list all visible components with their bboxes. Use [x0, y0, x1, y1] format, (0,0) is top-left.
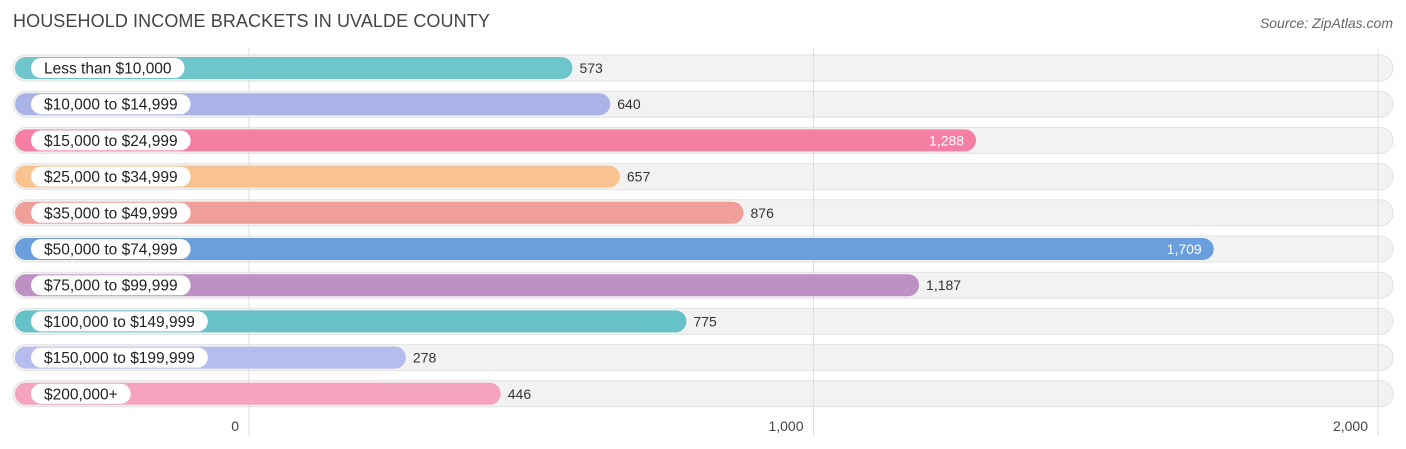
bar-dot — [16, 385, 32, 402]
rows-layer: Less than $10,000 573 $10,000 to $14,999 64… — [15, 57, 1214, 405]
source-label: Source: ZipAtlas.com — [1259, 15, 1393, 31]
value-label: 775 — [693, 313, 717, 329]
value-label: 573 — [579, 60, 603, 76]
value-label: 1,288 — [929, 132, 964, 148]
bar-dot — [16, 132, 32, 149]
category-label: $200,000+ — [44, 386, 118, 403]
category-label: $50,000 to $74,999 — [44, 242, 178, 259]
category-pill — [31, 94, 191, 115]
value-label: 640 — [617, 96, 641, 112]
value-label: 1,187 — [926, 277, 961, 293]
category-pill — [31, 311, 208, 332]
tick-label: 0 — [231, 418, 239, 434]
category-label: $25,000 to $34,999 — [44, 169, 178, 186]
bar — [15, 201, 744, 224]
bar-dot — [16, 313, 32, 330]
category-pill — [31, 383, 131, 404]
bar-dot — [16, 349, 32, 366]
category-pill — [31, 166, 191, 187]
bar-dot — [16, 204, 32, 221]
bar-dot — [16, 168, 32, 185]
category-pill — [31, 239, 191, 259]
category-label: $150,000 to $199,999 — [44, 350, 195, 367]
category-label: $75,000 to $99,999 — [44, 278, 178, 295]
category-pill — [31, 58, 185, 78]
value-label: 446 — [508, 386, 532, 402]
tick-label: 2,000 — [1333, 418, 1368, 434]
category-pill — [31, 347, 208, 368]
bar-dot — [16, 60, 32, 76]
value-label: 657 — [627, 169, 651, 185]
chart-title: HOUSEHOLD INCOME BRACKETS IN UVALDE COUN… — [13, 11, 490, 31]
category-label: $10,000 to $14,999 — [44, 97, 178, 114]
category-pill — [31, 202, 191, 223]
value-label: 876 — [751, 205, 775, 221]
bar — [15, 129, 977, 152]
bar-dot — [16, 241, 32, 257]
category-label: $100,000 to $149,999 — [44, 314, 195, 331]
bar-dot — [16, 277, 32, 294]
value-label: 1,709 — [1167, 241, 1202, 257]
category-label: $35,000 to $49,999 — [44, 205, 178, 222]
tick-layer: 0 1,000 2,000 — [231, 418, 1368, 434]
category-label: Less than $10,000 — [44, 61, 172, 78]
bar — [15, 382, 501, 405]
bar — [15, 274, 920, 297]
bar-dot — [16, 96, 32, 113]
category-pill — [31, 275, 191, 296]
value-label: 278 — [413, 350, 437, 366]
category-label: $15,000 to $24,999 — [44, 133, 178, 150]
category-pill — [31, 130, 191, 151]
tick-label: 1,000 — [768, 418, 803, 434]
bar — [15, 238, 1214, 260]
